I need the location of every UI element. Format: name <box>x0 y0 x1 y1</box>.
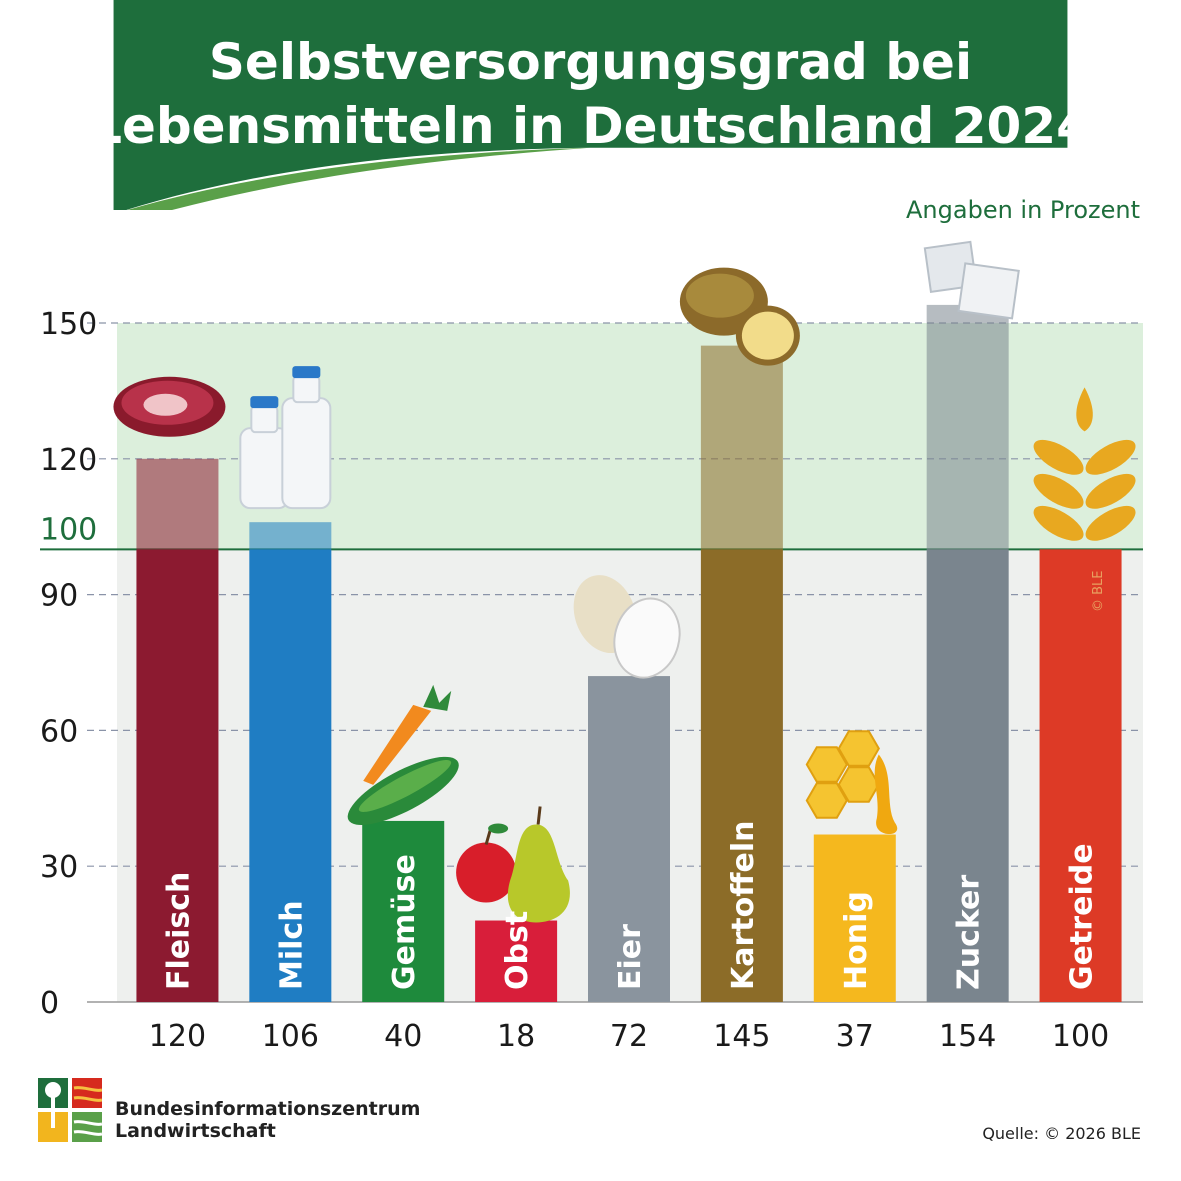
category-label-gemüse: Gemüse <box>387 854 422 990</box>
bar-gemüse <box>362 820 445 1002</box>
ble-logo-icon <box>38 1078 102 1142</box>
wheat-icon <box>1033 387 1136 541</box>
bar-getreide <box>1039 549 1122 1002</box>
page-title: Selbstversorgungsgrad bei Lebensmitteln … <box>0 30 1181 158</box>
y-tick-label-90: 90 <box>40 579 78 614</box>
eggs-icon <box>573 575 681 679</box>
value-label-obst: 18 <box>497 1019 535 1054</box>
sugar-cubes-icon <box>923 240 1020 320</box>
unit-note: Angaben in Prozent <box>906 196 1140 224</box>
side-copyright: © BLE <box>1091 570 1106 612</box>
y-tick-label-120: 120 <box>40 443 97 478</box>
bar-milch <box>249 522 332 1002</box>
value-label-eier: 72 <box>610 1019 648 1054</box>
y-tick-label-0: 0 <box>40 986 59 1021</box>
organization-line-2: Landwirtschaft <box>115 1120 276 1142</box>
title-line-1: Selbstversorgungsgrad bei <box>208 33 973 91</box>
milk-bottles-icon <box>239 366 332 510</box>
y-tick-label-30: 30 <box>40 850 78 885</box>
bar-fleisch <box>136 458 219 1002</box>
potatoes-icon <box>679 267 800 366</box>
carrot-cucumber-icon <box>347 684 459 825</box>
bar-zucker <box>926 304 1009 1002</box>
organization-line-1: Bundesinformationszentrum <box>115 1098 421 1120</box>
category-label-fleisch: Fleisch <box>161 872 196 990</box>
value-label-milch: 106 <box>262 1019 319 1054</box>
value-label-honig: 37 <box>836 1019 874 1054</box>
category-label-obst: Obst <box>500 911 535 990</box>
bar-obst <box>475 920 558 1002</box>
category-label-honig: Honig <box>839 891 874 990</box>
y-tick-label-150: 150 <box>40 307 97 342</box>
category-label-eier: Eier <box>613 924 648 990</box>
y-tick-label-100: 100 <box>40 512 97 547</box>
value-label-gemüse: 40 <box>384 1019 422 1054</box>
honeycomb-icon <box>805 730 898 835</box>
y-tick-label-60: 60 <box>40 714 78 749</box>
meat-icon <box>113 376 226 437</box>
value-label-zucker: 154 <box>939 1019 996 1054</box>
value-label-kartoffeln: 145 <box>713 1019 770 1054</box>
category-label-kartoffeln: Kartoffeln <box>726 820 761 990</box>
value-label-fleisch: 120 <box>149 1019 206 1054</box>
title-line-2: Lebensmitteln in Deutschland 2024 <box>90 97 1091 155</box>
category-label-zucker: Zucker <box>952 875 987 990</box>
organization-name: Bundesinformationszentrum Landwirtschaft <box>115 1098 420 1142</box>
category-label-getreide: Getreide <box>1065 843 1100 990</box>
bar-kartoffeln <box>700 345 783 1002</box>
apple-pear-icon <box>456 806 570 923</box>
value-label-getreide: 100 <box>1052 1019 1109 1054</box>
bar-eier <box>588 676 670 1002</box>
header-banner <box>113 0 1068 210</box>
source-note: Quelle: © 2026 BLE <box>982 1124 1141 1143</box>
bar-honig <box>813 834 896 1002</box>
category-label-milch: Milch <box>274 900 309 990</box>
